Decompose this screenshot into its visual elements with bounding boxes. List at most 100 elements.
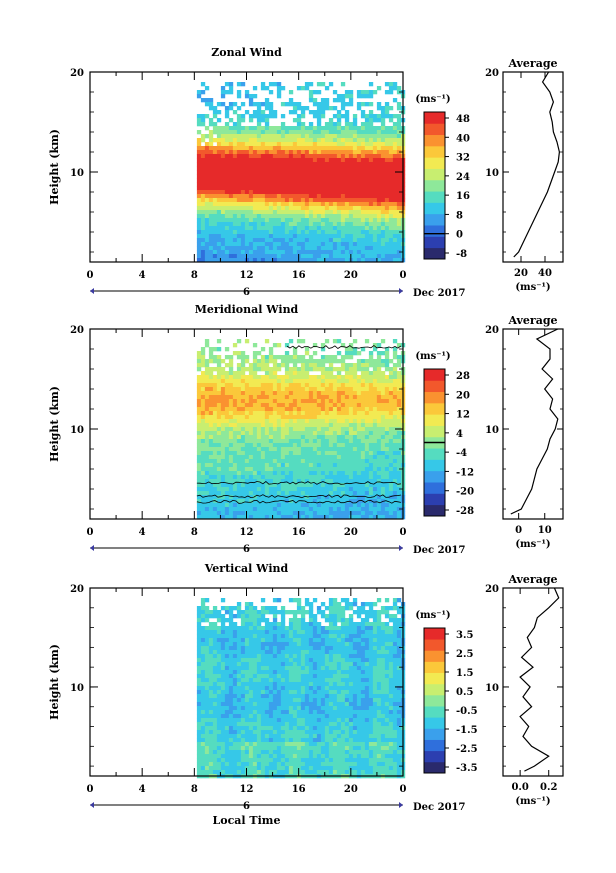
x-axis-label: Local Time bbox=[213, 814, 281, 827]
colorbar-swatch bbox=[424, 191, 445, 203]
colorbar-swatch bbox=[424, 145, 445, 158]
x-tick-label: 16 bbox=[292, 784, 306, 795]
colorbar-swatch bbox=[424, 369, 445, 381]
colorbar-tick-label: 12 bbox=[456, 410, 470, 421]
colorbar-swatch bbox=[424, 470, 445, 483]
colorbar-swatch bbox=[424, 414, 445, 426]
colorbar-swatch bbox=[424, 706, 445, 718]
x-tick-label: 8 bbox=[191, 784, 198, 795]
colorbar-swatch bbox=[424, 739, 445, 752]
date-bar: 6 Dec 2017 bbox=[90, 287, 465, 299]
colorbar-swatch bbox=[424, 728, 445, 740]
date-marker: 6 bbox=[243, 287, 250, 298]
panel-2: Meridional Wind Height (km) 20 10 0 4 8 12 16 20 0… bbox=[48, 303, 564, 556]
colorbar-tick-label: -3.5 bbox=[456, 763, 478, 774]
colorbar-swatch bbox=[424, 761, 445, 774]
y-axis-label: Height (km) bbox=[48, 129, 61, 205]
colorbar-tick-label: -28 bbox=[456, 506, 474, 517]
profile-x-tick-label: 0.0 bbox=[511, 782, 528, 793]
colorbar-unit: (ms⁻¹) bbox=[415, 351, 450, 362]
date-start-arrow bbox=[90, 545, 94, 551]
colorbar-tick-label: 28 bbox=[456, 371, 470, 382]
colorbar-tick-label: 16 bbox=[456, 191, 470, 202]
colorbar-swatch bbox=[424, 448, 445, 460]
colorbar: (ms⁻¹) 28 20 12 4 -4 -12 -20 -28 bbox=[415, 351, 474, 517]
profile-title: Average bbox=[507, 573, 557, 586]
colorbar-tick-label: -20 bbox=[456, 487, 474, 498]
profile-frame bbox=[502, 587, 564, 777]
colorbar-tick-label: 24 bbox=[456, 172, 470, 183]
colorbar-unit: (ms⁻¹) bbox=[415, 94, 450, 105]
date-marker: 6 bbox=[243, 801, 250, 812]
colorbar-swatch bbox=[424, 247, 445, 260]
panel-title: Zonal Wind bbox=[211, 46, 282, 59]
colorbar-swatch bbox=[424, 402, 445, 415]
profile-x-tick-label: 0 bbox=[515, 525, 522, 536]
x-tick-label: 20 bbox=[344, 784, 358, 795]
x-tick-label: 4 bbox=[139, 784, 146, 795]
x-tick-label: 0 bbox=[400, 527, 407, 538]
date-bar: 6 Dec 2017 bbox=[90, 544, 465, 556]
colorbar-swatch bbox=[424, 225, 445, 237]
profile-title: Average bbox=[507, 57, 557, 70]
y-axis-label: Height (km) bbox=[48, 644, 61, 720]
profile-x-tick-label: 10 bbox=[538, 525, 552, 536]
date-bar: 6 Dec 2017 bbox=[90, 801, 465, 813]
profile-x-tick-label: 20 bbox=[514, 268, 528, 279]
colorbar-swatch bbox=[424, 213, 445, 226]
colorbar-swatch bbox=[424, 694, 445, 707]
colorbar-swatch bbox=[424, 425, 445, 438]
x-tick-label: 4 bbox=[139, 270, 146, 281]
date-end-arrow bbox=[399, 802, 403, 808]
colorbar-tick-label: 48 bbox=[456, 114, 470, 125]
heatmap-field bbox=[196, 339, 406, 520]
colorbar-tick-label: 20 bbox=[456, 390, 470, 401]
y-tick-label: 10 bbox=[70, 425, 84, 436]
colorbar-tick-label: 3.5 bbox=[456, 630, 473, 641]
average-profile: Average 20 10 0 10 (ms⁻¹) bbox=[485, 314, 564, 550]
colorbar-tick-label: -2.5 bbox=[456, 744, 478, 755]
date-label: Dec 2017 bbox=[413, 802, 465, 813]
panel-title: Meridional Wind bbox=[195, 303, 299, 316]
profile-line bbox=[510, 328, 559, 515]
colorbar: (ms⁻¹) 48 40 32 24 16 8 0 -8 bbox=[415, 94, 470, 260]
average-profile: Average 20 10 20 40 (ms⁻¹) bbox=[485, 57, 564, 293]
date-end-arrow bbox=[399, 545, 403, 551]
colorbar-swatch bbox=[424, 202, 445, 215]
panel-3: Vertical Wind Height (km) 20 10 0 4 8 12 16 20 0 6 D… bbox=[48, 562, 564, 827]
x-tick-label: 16 bbox=[292, 270, 306, 281]
average-profile: Average 20 10 0.0 0.2 (ms⁻¹) bbox=[485, 573, 564, 807]
x-tick-label: 4 bbox=[139, 527, 146, 538]
x-tick-label: 8 bbox=[191, 270, 198, 281]
heatmap-field bbox=[196, 598, 406, 779]
x-tick-label: 0 bbox=[400, 270, 407, 281]
profile-y-tick-label: 10 bbox=[485, 683, 499, 694]
x-tick-label: 20 bbox=[344, 527, 358, 538]
panel-title: Vertical Wind bbox=[204, 562, 289, 575]
colorbar-tick-label: 0 bbox=[456, 230, 463, 241]
colorbar-tick-label: -1.5 bbox=[456, 725, 478, 736]
profile-y-tick-label: 10 bbox=[485, 168, 499, 179]
colorbar-swatch bbox=[424, 134, 445, 147]
colorbar-tick-label: -8 bbox=[456, 249, 467, 260]
date-end-arrow bbox=[399, 288, 403, 294]
profile-x-label: (ms⁻¹) bbox=[515, 282, 550, 293]
profile-x-label: (ms⁻¹) bbox=[515, 796, 550, 807]
colorbar-swatch bbox=[424, 236, 445, 249]
x-tick-label: 0 bbox=[400, 784, 407, 795]
colorbar-swatch bbox=[424, 628, 445, 640]
profile-frame bbox=[502, 328, 564, 520]
profile-y-tick-label: 20 bbox=[485, 68, 499, 79]
colorbar-unit: (ms⁻¹) bbox=[415, 610, 450, 621]
colorbar-tick-label: 32 bbox=[456, 153, 470, 164]
colorbar-frame bbox=[423, 627, 446, 774]
colorbar-tick-label: 0.5 bbox=[456, 687, 473, 698]
colorbar-swatch bbox=[424, 391, 445, 404]
x-tick-label: 12 bbox=[240, 527, 254, 538]
y-tick-label: 10 bbox=[70, 168, 84, 179]
colorbar-tick-label: -4 bbox=[456, 448, 467, 459]
profile-x-tick-label: 40 bbox=[538, 268, 552, 279]
profile-x-label: (ms⁻¹) bbox=[515, 539, 550, 550]
